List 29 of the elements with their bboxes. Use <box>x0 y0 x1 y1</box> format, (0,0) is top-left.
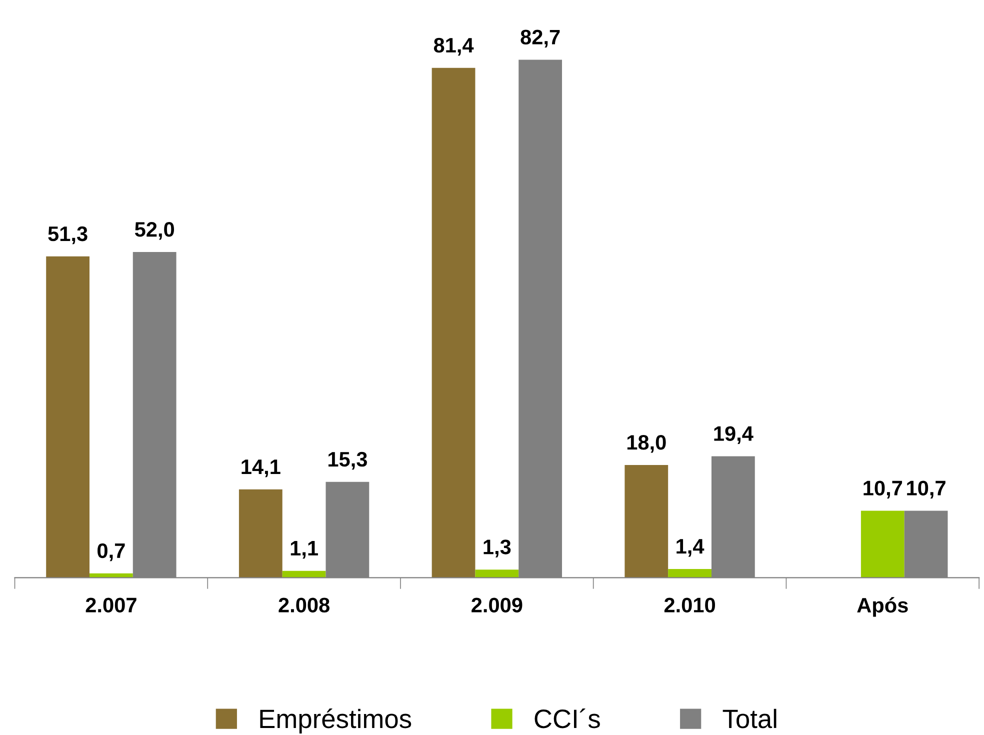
bar <box>860 510 904 578</box>
data-label: 52,0 <box>134 222 174 240</box>
data-label: 15,3 <box>328 452 367 470</box>
data-label: 1,4 <box>676 539 704 557</box>
x-tick-label: 2.007 <box>86 598 136 612</box>
data-label: 10,7 <box>864 480 902 498</box>
x-tick-label: Após <box>857 597 908 617</box>
data-label: 18,0 <box>627 434 666 453</box>
legend-label: Empréstimos <box>260 708 412 734</box>
data-label: 1,3 <box>484 540 511 558</box>
data-label: 81,4 <box>434 38 474 56</box>
data-label: 1,1 <box>290 541 318 559</box>
x-tick-label: 2.009 <box>472 598 522 612</box>
bar <box>475 570 519 578</box>
bar <box>238 489 282 578</box>
data-label: 82,7 <box>520 30 560 48</box>
data-label: 10,7 <box>907 480 946 498</box>
x-tick-label: 2.008 <box>278 598 330 612</box>
legend-label: CCI´s <box>534 708 600 728</box>
x-tick-label: 2.010 <box>664 598 715 612</box>
bar <box>432 68 476 578</box>
bar <box>46 256 90 578</box>
data-label: 14,1 <box>242 460 280 478</box>
bar <box>624 464 668 578</box>
data-label: 51,3 <box>48 226 88 244</box>
data-label: 0,7 <box>98 543 125 562</box>
legend-label: Total <box>722 708 776 728</box>
bar <box>668 568 712 578</box>
data-label: 19,4 <box>714 426 754 444</box>
